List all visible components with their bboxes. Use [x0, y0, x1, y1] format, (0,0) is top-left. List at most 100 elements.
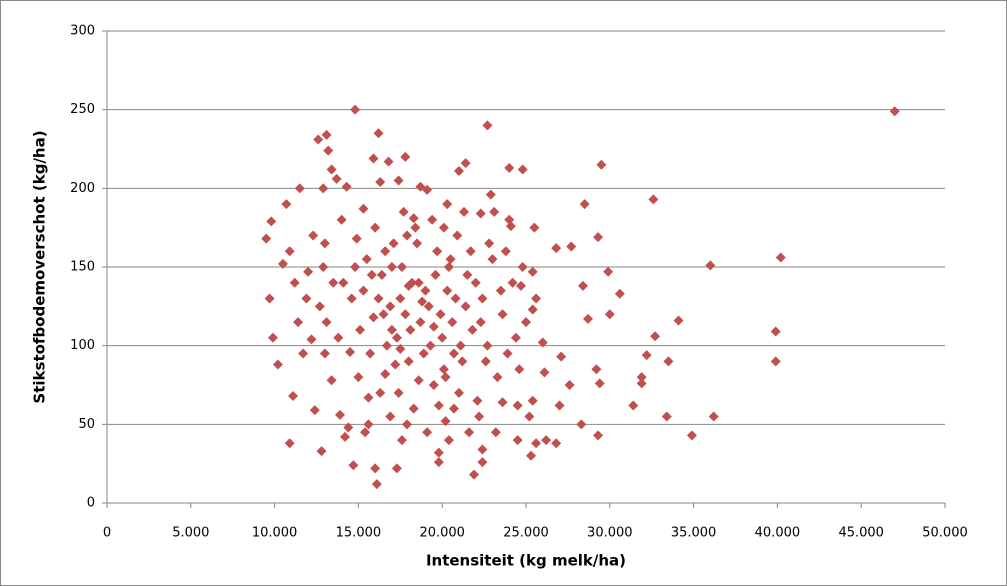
point — [370, 222, 381, 233]
point — [272, 359, 283, 370]
point — [418, 348, 429, 359]
x-tick-label: 0 — [103, 526, 111, 541]
point — [594, 378, 605, 389]
point — [556, 351, 567, 362]
point — [333, 332, 344, 343]
point — [289, 277, 300, 288]
point — [477, 293, 488, 304]
point — [497, 397, 508, 408]
point — [402, 230, 413, 241]
point — [373, 128, 384, 139]
point — [564, 380, 575, 390]
point — [433, 447, 444, 458]
point — [378, 309, 389, 320]
point — [541, 435, 552, 446]
point — [331, 173, 342, 184]
point — [442, 285, 453, 296]
point — [641, 350, 652, 361]
point — [348, 460, 359, 471]
point — [551, 438, 562, 449]
point — [365, 348, 376, 359]
point — [603, 266, 614, 277]
point — [366, 269, 377, 280]
point — [480, 356, 491, 367]
point — [306, 334, 317, 345]
point — [469, 469, 480, 480]
point — [517, 262, 528, 272]
point — [495, 285, 506, 296]
point — [380, 368, 391, 379]
point — [393, 175, 404, 186]
point — [266, 216, 277, 227]
point — [475, 317, 486, 328]
point — [512, 400, 523, 411]
point — [264, 293, 275, 304]
point — [705, 260, 716, 271]
point — [591, 364, 602, 375]
point — [423, 301, 434, 312]
point — [770, 356, 781, 367]
point — [438, 222, 449, 233]
point — [360, 427, 371, 438]
x-tick-label: 10.000 — [252, 526, 298, 541]
point — [453, 387, 464, 398]
point — [400, 151, 411, 162]
point — [482, 120, 493, 131]
point — [316, 446, 327, 457]
point — [288, 391, 299, 402]
point — [435, 309, 446, 320]
point — [373, 293, 384, 304]
point — [614, 288, 625, 299]
y-tick-label: 300 — [70, 24, 95, 39]
point — [457, 356, 468, 367]
point — [319, 238, 330, 249]
point — [395, 343, 406, 354]
point — [566, 241, 577, 252]
point — [474, 411, 485, 422]
point — [596, 159, 607, 170]
point — [464, 427, 475, 438]
point — [708, 411, 719, 422]
point — [428, 380, 439, 390]
point — [425, 340, 436, 351]
point — [343, 422, 354, 433]
point — [341, 181, 352, 192]
point — [318, 183, 329, 194]
point — [487, 254, 498, 265]
point — [650, 331, 661, 342]
point — [281, 199, 292, 210]
point — [593, 232, 604, 243]
point — [410, 222, 421, 233]
point — [293, 317, 304, 328]
point — [284, 438, 295, 449]
point — [636, 378, 647, 389]
x-tick-label: 45.000 — [838, 526, 884, 541]
y-tick-label: 50 — [78, 417, 95, 432]
point — [294, 183, 305, 194]
point — [338, 277, 349, 288]
point — [417, 296, 428, 307]
point — [319, 348, 330, 359]
point — [442, 199, 453, 210]
point — [371, 479, 382, 490]
point — [381, 340, 392, 351]
point — [380, 246, 391, 257]
point — [370, 463, 381, 474]
point — [673, 315, 684, 326]
point — [510, 332, 521, 343]
point — [298, 348, 309, 359]
point — [440, 416, 451, 427]
point — [437, 332, 448, 343]
point — [527, 266, 538, 277]
point — [353, 372, 364, 383]
point — [346, 293, 357, 304]
point — [529, 222, 540, 233]
point — [489, 206, 500, 217]
point — [440, 372, 451, 383]
point — [308, 230, 319, 241]
point — [663, 356, 674, 367]
point — [368, 153, 379, 164]
point — [385, 301, 396, 312]
point — [484, 238, 495, 249]
